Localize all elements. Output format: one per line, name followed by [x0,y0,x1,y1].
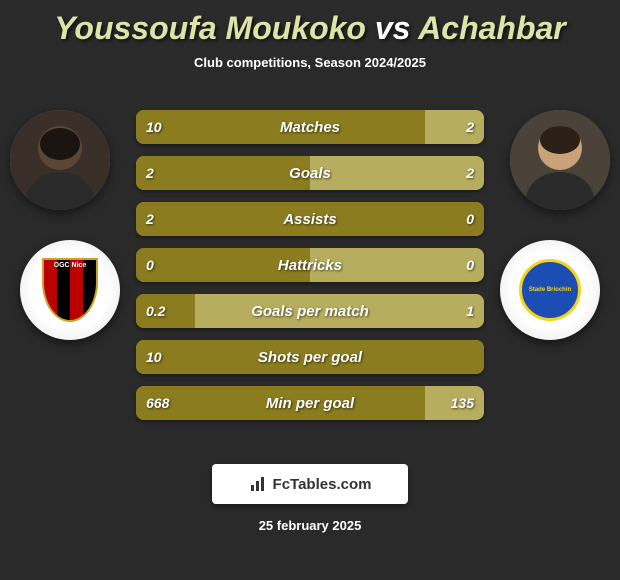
stat-row: 668135Min per goal [136,386,484,420]
stat-label: Min per goal [136,386,484,420]
vs-text: vs [375,10,411,46]
avatar-placeholder-icon [10,110,110,210]
stat-label: Matches [136,110,484,144]
club-badge-icon: Stade Briochin [519,259,581,321]
branding-badge: FcTables.com [212,464,408,504]
stat-row: 22Goals [136,156,484,190]
player2-avatar [510,110,610,210]
avatar-placeholder-icon [510,110,610,210]
stat-row: 10Shots per goal [136,340,484,374]
stat-row: 20Assists [136,202,484,236]
player2-name: Achahbar [418,10,566,46]
date-text: 25 february 2025 [0,518,620,533]
club-left-name: OGC Nice [54,262,87,269]
comparison-content: OGC Nice Stade Briochin 102Matches 22Goal… [0,90,620,450]
stat-row: 0.21Goals per match [136,294,484,328]
stat-row: 102Matches [136,110,484,144]
stat-bars-container: 102Matches 22Goals 20Assists 00Hattricks 0.2… [136,110,484,432]
club-right-name: Stade Briochin [529,287,571,293]
stat-label: Assists [136,202,484,236]
stat-label: Hattricks [136,248,484,282]
player2-club-badge: Stade Briochin [500,240,600,340]
comparison-title: Youssoufa Moukoko vs Achahbar [0,0,620,47]
stat-row: 00Hattricks [136,248,484,282]
subtitle: Club competitions, Season 2024/2025 [0,55,620,70]
player1-name: Youssoufa Moukoko [54,10,366,46]
stat-label: Goals per match [136,294,484,328]
chart-icon [249,475,267,493]
player1-avatar [10,110,110,210]
club-badge-icon: OGC Nice [42,258,98,322]
stat-label: Goals [136,156,484,190]
branding-text: FcTables.com [273,476,372,493]
player1-club-badge: OGC Nice [20,240,120,340]
stat-label: Shots per goal [136,340,484,374]
